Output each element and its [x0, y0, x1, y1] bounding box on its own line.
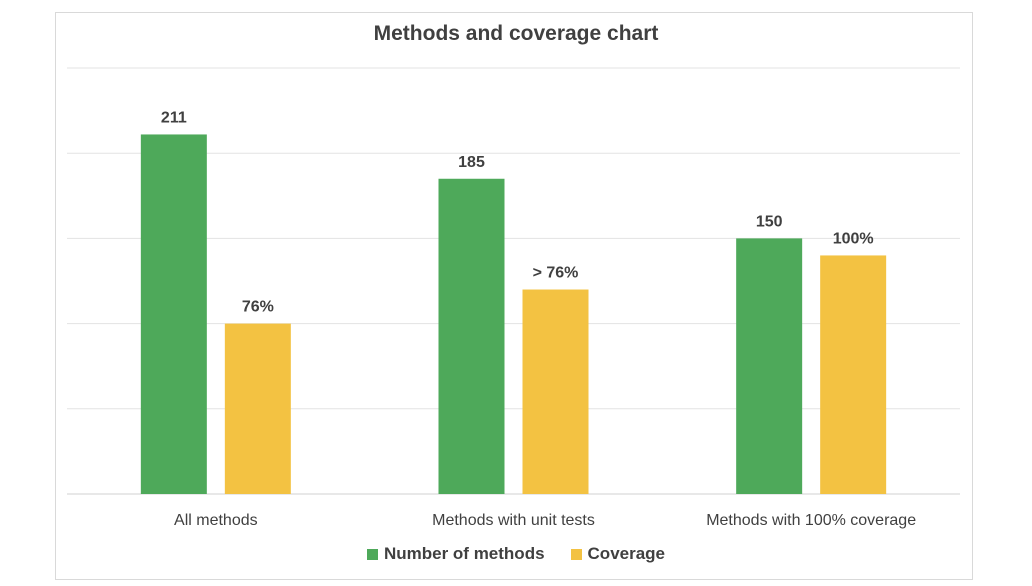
bar-number-of-methods	[736, 238, 803, 494]
legend-swatch-number-of-methods	[366, 548, 378, 560]
x-tick-label: Methods with 100% coverage	[706, 512, 916, 529]
x-tick-label: Methods with unit tests	[432, 512, 595, 529]
legend-label-coverage: Coverage	[587, 544, 666, 563]
data-label: 76%	[242, 299, 274, 316]
data-label: 211	[161, 109, 187, 126]
chart-title: Methods and coverage chart	[373, 22, 659, 45]
data-label: 100%	[833, 230, 874, 247]
data-label: 150	[756, 213, 783, 230]
bar-coverage	[224, 323, 291, 494]
x-tick-label: All methods	[174, 512, 258, 529]
chart-legend: Number of methods Coverage	[0, 544, 1032, 564]
chart-frame	[55, 12, 973, 580]
bar-number-of-methods	[438, 178, 505, 494]
legend-item-coverage: Coverage	[570, 544, 666, 564]
legend-item-number-of-methods: Number of methods	[366, 544, 545, 564]
legend-label-number-of-methods: Number of methods	[383, 544, 545, 563]
legend-swatch-coverage	[570, 548, 582, 560]
data-label: > 76%	[533, 265, 579, 282]
bar-number-of-methods	[140, 134, 207, 494]
bar-coverage	[820, 255, 887, 494]
data-label: 185	[458, 154, 485, 171]
bar-coverage	[522, 289, 589, 494]
